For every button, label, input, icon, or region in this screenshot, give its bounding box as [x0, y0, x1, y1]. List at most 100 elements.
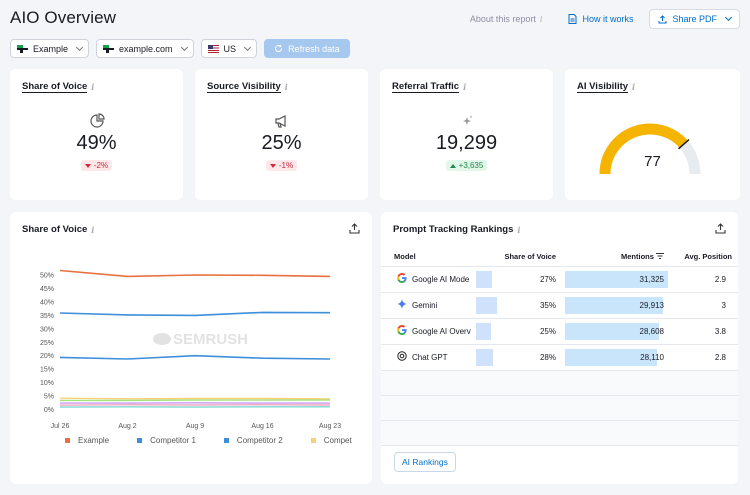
referral-traffic-card: Referral Traffic i 19,299 +3,635 — [380, 69, 553, 200]
table-header-row: Model Share of Voice Mentions Avg. Posit… — [381, 247, 738, 267]
arrow-up-icon — [449, 163, 456, 168]
x-tick-label: Aug 23 — [319, 423, 341, 430]
card-title-label: Referral Traffic — [392, 81, 460, 93]
mentions-cell: 31,325 — [562, 266, 670, 293]
share-pdf-button[interactable]: Share PDF — [649, 9, 740, 29]
x-tick-label: Aug 2 — [118, 423, 136, 430]
y-tick-label: 10% — [40, 380, 54, 387]
share-of-voice-bar — [476, 322, 491, 340]
domain-select[interactable]: example.com — [96, 39, 194, 58]
legend-label: Example — [78, 436, 110, 445]
card-title[interactable]: Share of Voice i — [22, 81, 94, 93]
table-row[interactable]: Google AI Mode 27% 31,325 2.9 — [381, 266, 738, 293]
mentions-header-label: Mentions — [620, 251, 654, 261]
column-header-mentions[interactable]: Mentions — [562, 247, 670, 267]
card-title[interactable]: AI Visibility i — [577, 81, 635, 93]
series-line — [59, 311, 331, 317]
chart-legend: Example Competitor 1 Competitor 2 Compet — [65, 436, 352, 445]
y-tick-label: 15% — [40, 367, 54, 374]
mentions-value: 28,110 — [640, 352, 664, 362]
model-cell: Gemini — [381, 292, 473, 319]
google-icon — [397, 273, 407, 285]
domain-select-value: example.com — [119, 43, 173, 54]
mentions-bar — [565, 270, 668, 288]
delta-value: -2% — [93, 161, 109, 170]
y-tick-label: 45% — [40, 286, 54, 293]
refresh-data-button[interactable]: Refresh data — [264, 39, 350, 58]
page-title: AIO Overview — [10, 8, 117, 27]
table-row[interactable]: Google AI Overv 25% 28,608 3.8 — [381, 318, 738, 345]
card-title-label: AI Visibility — [577, 81, 629, 93]
card-title: Share of Voice i — [22, 224, 94, 235]
chevron-down-icon — [724, 13, 733, 22]
megaphone-icon — [195, 113, 368, 129]
model-name: Google AI Mode — [412, 274, 470, 284]
table-row[interactable]: Gemini 35% 29,913 3 — [381, 292, 738, 319]
model-name: Google AI Overv — [412, 326, 471, 336]
share-of-voice-card: Share of Voice i 49% -2% — [10, 69, 183, 200]
avg-position-cell: 2.8 — [670, 344, 738, 371]
mentions-value: 29,913 — [639, 300, 664, 310]
mentions-value: 28,608 — [639, 326, 664, 336]
column-header-share-of-voice[interactable]: Share of Voice — [473, 247, 562, 267]
share-of-voice-cell: 27% — [473, 266, 562, 293]
about-report-label: About this report — [469, 14, 536, 24]
export-icon — [715, 223, 726, 234]
project-select-value: Example — [33, 43, 69, 54]
card-title[interactable]: Referral Traffic i — [392, 81, 466, 93]
model-cell: Chat GPT — [381, 344, 473, 371]
legend-item[interactable]: Example — [65, 436, 109, 445]
y-tick-label: 5% — [44, 394, 54, 401]
project-select[interactable]: Example — [10, 39, 90, 58]
avg-position-value: 2.8 — [714, 352, 726, 362]
model-cell: Google AI Mode — [381, 266, 473, 293]
ai-rankings-button[interactable]: AI Rankings — [394, 452, 456, 472]
legend-swatch — [137, 438, 143, 444]
legend-item[interactable]: Compet — [310, 436, 352, 445]
how-it-works-button[interactable]: How it works — [560, 10, 641, 28]
source-visibility-card: Source Visibility i 25% -1% — [195, 69, 368, 200]
mentions-value: 31,325 — [639, 274, 664, 284]
legend-swatch — [223, 438, 229, 444]
chatgpt-icon — [397, 351, 407, 363]
watermark-text: SEMRUSH — [173, 331, 248, 348]
info-icon: i — [539, 14, 543, 24]
country-select[interactable]: US — [200, 39, 258, 58]
y-tick-label: 50% — [40, 273, 54, 280]
info-icon: i — [632, 82, 636, 92]
header-actions: About this report i How it works Share P… — [470, 9, 740, 29]
card-title-label: Share of Voice — [22, 224, 88, 235]
how-it-works-label: How it works — [582, 14, 634, 24]
legend-item[interactable]: Competitor 2 — [223, 436, 283, 445]
export-button[interactable] — [349, 223, 360, 237]
delta-value: -1% — [278, 161, 294, 170]
share-of-voice-value: 49% — [76, 132, 117, 154]
share-of-voice-bar — [476, 296, 497, 314]
share-of-voice-cell: 35% — [473, 292, 562, 319]
card-title[interactable]: Source Visibility i — [207, 81, 288, 93]
ai-visibility-card: AI Visibility i 77 — [565, 69, 740, 200]
y-tick-label: 30% — [40, 326, 54, 333]
avg-position-cell: 3.8 — [670, 318, 738, 345]
series-line — [59, 397, 331, 400]
document-icon — [568, 14, 577, 24]
info-icon: i — [284, 82, 288, 92]
legend-label: Competitor 1 — [150, 436, 196, 445]
legend-label: Compet — [323, 436, 352, 445]
series-line — [59, 403, 331, 406]
export-button[interactable] — [715, 223, 726, 237]
arrow-down-icon — [269, 163, 276, 168]
card-title: Prompt Tracking Rankings i — [393, 224, 520, 235]
share-of-voice-value: 28% — [539, 352, 556, 362]
table-row[interactable]: Chat GPT 28% 28,110 2.8 — [381, 344, 738, 371]
y-tick-label: 25% — [40, 340, 54, 347]
legend-item[interactable]: Competitor 1 — [137, 436, 196, 445]
column-header-avg-position[interactable]: Avg. Position — [670, 247, 738, 267]
card-title-label: Share of Voice — [22, 81, 88, 93]
share-of-voice-bar — [476, 348, 493, 366]
about-report-link[interactable]: About this report i — [470, 14, 543, 24]
gauge-fill — [599, 123, 688, 175]
refresh-icon — [275, 44, 283, 52]
share-of-voice-value: 27% — [539, 274, 556, 284]
column-header-model[interactable]: Model — [381, 247, 473, 267]
